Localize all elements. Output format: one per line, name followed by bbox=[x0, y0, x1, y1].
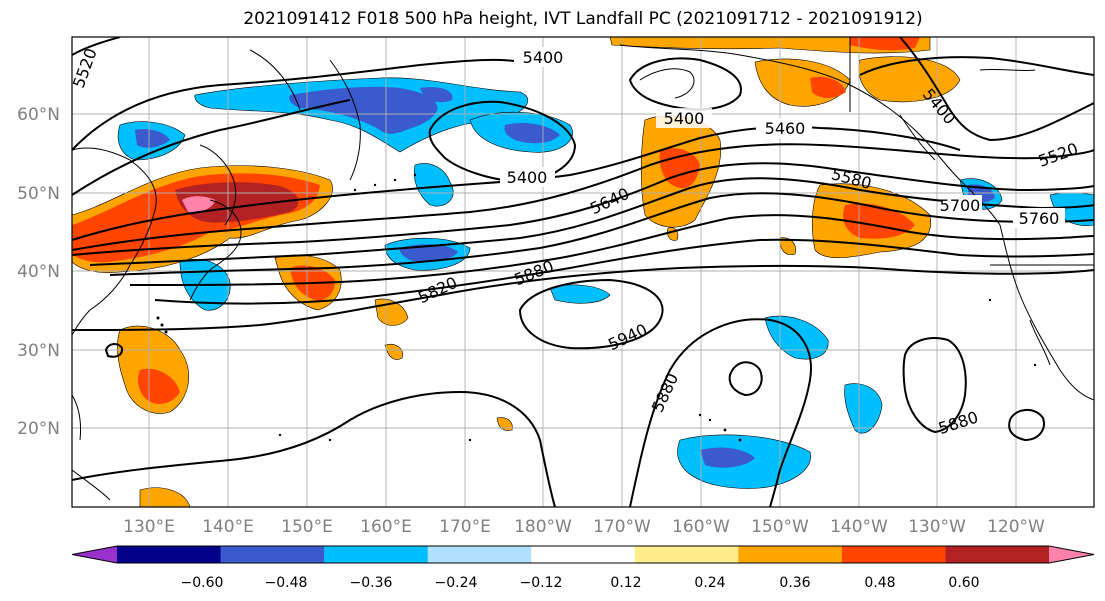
contour-ring-west-small bbox=[104, 343, 124, 358]
colorbar-segment bbox=[634, 546, 739, 563]
lon-label: 140°W bbox=[830, 517, 888, 537]
colorbar-segment bbox=[531, 546, 636, 563]
lon-label: 120°W bbox=[987, 517, 1045, 537]
colorbar-tick-label: −0.24 bbox=[435, 575, 478, 591]
ivt-negative-core-aleutian bbox=[504, 123, 560, 144]
ivt-negative-core-hokkaido bbox=[135, 129, 170, 148]
lon-label: 130°E bbox=[123, 517, 175, 537]
colorbar-tick-label: −0.60 bbox=[181, 575, 224, 591]
contour-5580 bbox=[72, 162, 1094, 256]
contour-label: 5400 bbox=[507, 168, 548, 187]
colorbar bbox=[71, 545, 1095, 564]
contour-5700 bbox=[109, 192, 1094, 276]
ivt-negative-region-bering bbox=[420, 87, 453, 103]
colorbar-extension-min bbox=[72, 546, 117, 563]
colorbar-segment bbox=[738, 546, 843, 563]
colorbar-tick-label: 0.60 bbox=[948, 575, 979, 591]
colorbar-tick-labels: −0.60 −0.48 −0.36 −0.24 −0.12 0.12 0.24 … bbox=[181, 575, 980, 591]
ivt-positive-max-japan bbox=[182, 196, 215, 213]
ivt-negative-core-hawaii bbox=[700, 447, 755, 468]
ivt-negative-core-okhotsk bbox=[289, 86, 438, 134]
ivt-negative-region-subtropical bbox=[549, 284, 611, 304]
contour-5460-east-loop bbox=[859, 56, 1094, 76]
colorbar-segment bbox=[220, 546, 325, 563]
colorbar-segment bbox=[117, 546, 222, 563]
contour-label: 5760 bbox=[1019, 209, 1060, 228]
contour-5400-aleutian-low bbox=[428, 100, 577, 184]
ivt-negative-region-east-pacific-2 bbox=[844, 383, 883, 434]
contour-5400-east bbox=[899, 37, 1094, 142]
lon-label: 150°W bbox=[751, 517, 809, 537]
map-content bbox=[72, 37, 1094, 507]
lon-label: 160°E bbox=[360, 517, 412, 537]
colorbar-tick-label: 0.12 bbox=[610, 575, 641, 591]
lon-label: 170°E bbox=[439, 517, 491, 537]
colorbar-tick-label: −0.48 bbox=[265, 575, 308, 591]
colorbar-extension-max bbox=[1049, 546, 1094, 563]
map-title: 2021091412 F018 500 hPa height, IVT Land… bbox=[243, 9, 922, 29]
contour-5520 bbox=[72, 143, 1094, 251]
lon-label: 140°E bbox=[202, 517, 254, 537]
map-frame bbox=[71, 36, 1095, 508]
ivt-negative-region-east-pacific bbox=[764, 315, 829, 360]
colorbar-segment bbox=[427, 546, 532, 563]
contour-label: 5400 bbox=[523, 48, 564, 67]
colorbar-tick-label: 0.48 bbox=[864, 575, 895, 591]
lon-label: 170°W bbox=[593, 517, 651, 537]
ivt-positive-region-small-6 bbox=[779, 237, 796, 255]
lon-label: 160°W bbox=[672, 517, 730, 537]
ivt-positive-region-small-3 bbox=[496, 417, 513, 431]
lat-label: 40°N bbox=[17, 262, 60, 282]
contour-5880-main bbox=[72, 264, 1094, 331]
ivt-positive-region-small-2 bbox=[384, 343, 403, 360]
contour-label: 5700 bbox=[940, 196, 981, 215]
contour-5400-alaska bbox=[628, 57, 742, 111]
lat-label: 20°N bbox=[17, 419, 60, 439]
ivt-positive-region-canada bbox=[858, 56, 961, 103]
colorbar-tick-label: 0.24 bbox=[694, 575, 725, 591]
ivt-negative-core-central-pacific bbox=[399, 244, 458, 262]
lon-label: 150°E bbox=[281, 517, 333, 537]
contour-5880-south bbox=[72, 390, 556, 507]
contour-5880-ring-small bbox=[728, 361, 763, 397]
contour-ring-far-east bbox=[1008, 409, 1045, 442]
colorbar-segment bbox=[324, 546, 429, 563]
contour-5880-east bbox=[629, 318, 812, 507]
lat-label: 50°N bbox=[17, 184, 60, 204]
contour-5880-east-ring bbox=[902, 337, 967, 434]
contour-5940 bbox=[518, 278, 664, 350]
ivt-positive-core-ryukyu bbox=[137, 368, 180, 404]
contour-5820 bbox=[154, 238, 1094, 305]
lat-label: 30°N bbox=[17, 341, 60, 361]
lon-label: 180°W bbox=[514, 517, 572, 537]
graticule bbox=[72, 37, 1094, 507]
colorbar-segment bbox=[945, 546, 1050, 563]
contour-label: 5460 bbox=[765, 119, 806, 138]
colorbar-tick-label: −0.12 bbox=[520, 575, 563, 591]
contour-5640 bbox=[89, 177, 1094, 266]
contour-5520-west bbox=[72, 99, 351, 196]
ivt-positive-core-alaska bbox=[810, 76, 846, 98]
ivt-negative-region-kamchatka bbox=[413, 163, 454, 207]
colorbar-tick-label: 0.36 bbox=[779, 575, 810, 591]
contour-5760 bbox=[129, 214, 1094, 286]
lat-label: 60°N bbox=[17, 105, 60, 125]
colorbar-segment bbox=[841, 546, 946, 563]
height-contours bbox=[72, 37, 1094, 507]
contour-label: 5400 bbox=[664, 109, 705, 128]
contour-5460-west bbox=[72, 58, 521, 151]
islands bbox=[156, 173, 1037, 442]
latitude-labels: 60°N 50°N 40°N 30°N 20°N bbox=[17, 105, 60, 439]
lon-label: 130°W bbox=[908, 517, 966, 537]
longitude-labels: 130°E 140°E 150°E 160°E 170°E 180°W 170°… bbox=[123, 517, 1045, 537]
contour-5400-west bbox=[72, 37, 121, 56]
colorbar-tick-label: −0.36 bbox=[350, 575, 393, 591]
colorbar-outline bbox=[71, 545, 1095, 564]
ivt-positive-peak-japan bbox=[175, 182, 299, 223]
